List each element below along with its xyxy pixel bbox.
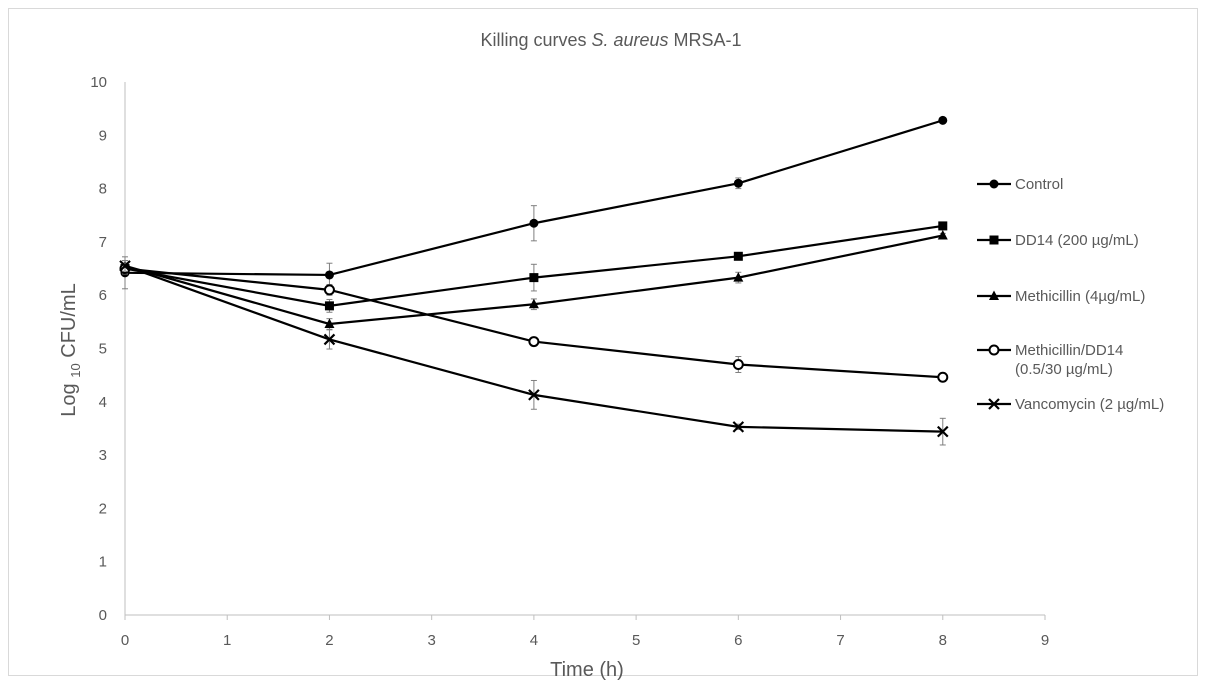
legend-entry-2: Methicillin (4µg/mL) [977, 288, 1145, 305]
legend-label-line2: (0.5/30 µg/mL) [1015, 361, 1113, 378]
y-tick-label: 0 [99, 607, 107, 624]
y-tick-label: 9 [99, 127, 107, 144]
y-axis-label-prefix: Log [58, 378, 80, 417]
data-point [528, 298, 539, 309]
chart-title: Killing curves S. aureus MRSA-1 [480, 30, 741, 50]
y-tick-label: 3 [99, 447, 107, 464]
data-point [119, 260, 131, 272]
axes [124, 82, 1046, 620]
x-tick-label: 8 [939, 632, 947, 649]
y-tick-label: 4 [99, 394, 107, 411]
data-point [938, 221, 948, 231]
data-point [733, 178, 743, 188]
legend-marker [989, 179, 999, 189]
series-0 [120, 115, 948, 290]
data-point [324, 270, 334, 280]
legend-label: Methicillin/DD14 [1015, 342, 1123, 359]
x-tick-label: 0 [121, 632, 129, 649]
y-axis-label-suffix: CFU/mL [58, 283, 80, 363]
legend-marker [988, 344, 1000, 356]
data-point [937, 371, 949, 383]
data-point [937, 425, 949, 438]
chart-title-prefix: Killing curves [480, 30, 591, 50]
x-tick-label: 4 [530, 632, 538, 649]
series-4 [119, 260, 949, 446]
legend-entry-0: Control [977, 176, 1063, 193]
y-axis-label: Log 10 CFU/mL [58, 283, 83, 416]
series-layer [119, 115, 949, 446]
y-tick-label: 2 [99, 500, 107, 517]
x-tick-label: 5 [632, 632, 640, 649]
data-point [733, 251, 743, 261]
legend: Control DD14 (200 µg/mL) Methicillin (4µg/… [977, 176, 1164, 413]
data-point [324, 318, 335, 328]
y-tick-label: 8 [99, 181, 107, 198]
data-point [528, 389, 540, 401]
legend-entry-4: Vancomycin (2 µg/mL) [977, 396, 1164, 413]
x-tick-label: 2 [325, 632, 333, 649]
legend-label: Control [1015, 176, 1063, 193]
y-tick-label: 1 [99, 554, 107, 571]
tick-labels: 0 1 2 3 4 5 6 7 8 9 0 1 2 3 4 5 6 7 8 9 10 [90, 74, 1049, 649]
y-tick-label: 10 [90, 74, 107, 91]
x-tick-label: 3 [427, 632, 435, 649]
legend-marker [989, 235, 999, 245]
x-axis-label: Time (h) [550, 659, 624, 681]
x-tick-label: 6 [734, 632, 742, 649]
legend-label: Methicillin (4µg/mL) [1015, 288, 1145, 305]
y-tick-label: 5 [99, 341, 107, 358]
data-point [732, 421, 745, 433]
data-point [937, 230, 948, 240]
legend-entry-3: Methicillin/DD14 (0.5/30 µg/mL) [977, 342, 1123, 378]
x-tick-label: 9 [1041, 632, 1049, 649]
y-tick-label: 7 [99, 234, 107, 251]
data-point [323, 284, 335, 296]
data-point [529, 273, 539, 283]
data-point [529, 218, 539, 228]
legend-entry-1: DD14 (200 µg/mL) [977, 232, 1139, 249]
y-axis-label-subscript: 10 [68, 363, 83, 377]
data-point [732, 358, 744, 370]
x-tick-label: 7 [836, 632, 844, 649]
data-point [324, 301, 334, 311]
legend-label: DD14 (200 µg/mL) [1015, 232, 1139, 249]
x-tick-label: 1 [223, 632, 231, 649]
legend-marker [989, 290, 999, 300]
data-point [528, 336, 540, 348]
data-point [733, 272, 744, 282]
y-tick-label: 6 [99, 287, 107, 304]
data-point [323, 333, 336, 346]
chart-frame [8, 8, 1198, 676]
series-line [124, 119, 944, 277]
legend-marker [988, 398, 1000, 410]
data-point [938, 115, 948, 125]
chart-title-italic: S. aureus [591, 30, 668, 50]
chart-title-suffix: MRSA-1 [669, 30, 742, 50]
legend-label: Vancomycin (2 µg/mL) [1015, 396, 1164, 413]
